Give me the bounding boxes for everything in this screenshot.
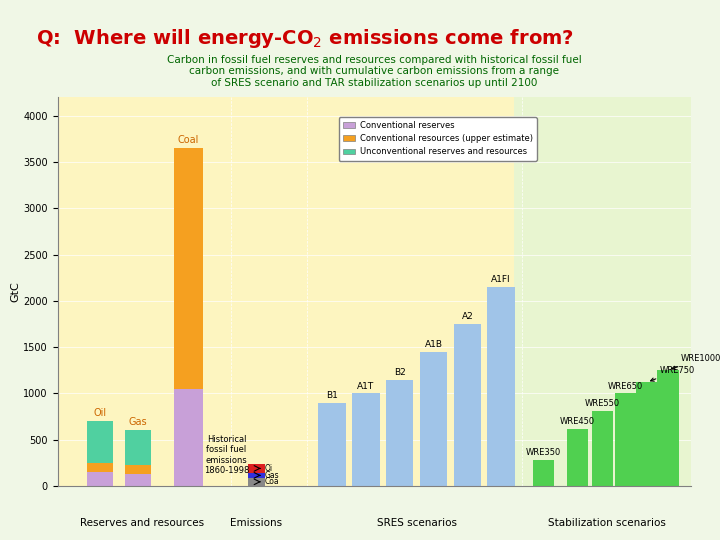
Text: SRES scenarios: SRES scenarios: [377, 518, 456, 529]
Text: WRE450: WRE450: [559, 417, 595, 426]
Bar: [125, 430, 150, 465]
Text: WRE1000: WRE1000: [672, 354, 720, 369]
Text: Historical
fossil fuel
emissions
1860-1998: Historical fossil fuel emissions 1860-19…: [204, 435, 249, 475]
Text: A1T: A1T: [357, 382, 374, 390]
Bar: [615, 394, 636, 486]
Bar: [420, 352, 447, 486]
Bar: [454, 324, 481, 486]
Bar: [87, 421, 112, 463]
Text: Gas: Gas: [129, 417, 147, 427]
Text: A1FI: A1FI: [491, 275, 511, 284]
Text: A1B: A1B: [425, 340, 443, 349]
Bar: [125, 474, 150, 486]
Bar: [248, 464, 264, 473]
Text: Oil: Oil: [94, 408, 107, 418]
Bar: [248, 478, 264, 486]
Bar: [657, 370, 678, 486]
Y-axis label: GtC: GtC: [10, 281, 20, 302]
Text: WRE650: WRE650: [608, 382, 644, 390]
Text: Oi: Oi: [264, 464, 273, 473]
Text: WRE550: WRE550: [585, 399, 620, 408]
Bar: [87, 472, 112, 486]
Text: Emissions: Emissions: [230, 518, 282, 529]
Text: B1: B1: [326, 391, 338, 400]
Text: B2: B2: [394, 368, 405, 377]
Bar: [125, 465, 150, 474]
Bar: [636, 382, 657, 486]
Bar: [567, 429, 588, 486]
Text: WRE350: WRE350: [526, 448, 561, 457]
Bar: [174, 148, 203, 389]
Bar: [386, 380, 413, 486]
Text: WRE750: WRE750: [651, 366, 695, 381]
Legend: Conventional reserves, Conventional resources (upper estimate), Unconventional r: Conventional reserves, Conventional reso…: [338, 117, 537, 160]
Bar: [87, 463, 112, 472]
Text: Coal: Coal: [178, 136, 199, 145]
Text: Gas: Gas: [264, 471, 279, 480]
Text: Q:  Where will energy-CO$_2$ emissions come from?: Q: Where will energy-CO$_2$ emissions co…: [36, 27, 574, 50]
Text: A2: A2: [462, 312, 473, 321]
Bar: [592, 411, 613, 486]
Bar: [533, 460, 554, 486]
Bar: [318, 403, 346, 486]
Text: Reserves and resources: Reserves and resources: [80, 518, 204, 529]
Bar: [487, 287, 515, 486]
Text: Coa: Coa: [264, 477, 279, 487]
Title: Carbon in fossil fuel reserves and resources compared with historical fossil fue: Carbon in fossil fuel reserves and resou…: [167, 55, 582, 88]
Bar: [174, 389, 203, 486]
Text: Stabilization scenarios: Stabilization scenarios: [548, 518, 666, 529]
Bar: [248, 473, 264, 478]
Bar: [514, 97, 691, 486]
Bar: [352, 394, 379, 486]
